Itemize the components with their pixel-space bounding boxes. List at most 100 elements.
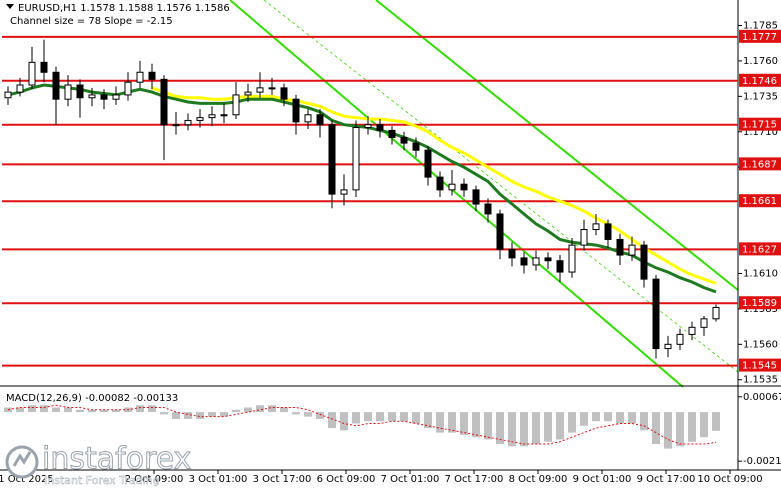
level-label: 1.1746 [742,76,777,87]
macd-bar [460,412,468,435]
macd-bar [568,412,576,433]
level-label-box [739,194,781,208]
x-tick-label: 7 Oct 01:00 [381,474,440,485]
macd-bar [184,412,192,419]
candle-body [340,189,348,195]
macd-bar [640,412,648,431]
x-tick-label: 9 Oct 17:00 [637,474,696,485]
candle-body [220,114,228,117]
candle-body [292,98,300,123]
chart-title: EURUSD,H1 1.1578 1.1588 1.1576 1.1586 [18,3,230,14]
candle-body [556,260,564,273]
level-label: 1.1627 [742,244,777,255]
macd-bar [508,412,516,447]
candle-body [16,84,24,93]
candle-body [472,189,480,205]
macd-bar [76,409,84,413]
candle-body [508,248,516,259]
macd-bar [256,405,264,413]
candle-body [448,183,456,191]
candle-body [148,71,156,80]
candle-body [424,149,432,178]
level-label-box [739,73,781,87]
y-tick-label: 1.1610 [743,268,778,279]
candle-body [412,142,420,151]
candle-body [640,244,648,280]
candle-body [172,124,180,127]
macd-bar [580,412,588,426]
candle-body [376,124,384,131]
macd-bar [172,412,180,419]
level-label: 1.1545 [742,361,777,372]
candle-body [328,124,336,195]
symbol-arrow [6,4,14,9]
macd-bar [700,412,708,438]
macd-bar [484,412,492,440]
macd-bar [436,412,444,433]
macd-bar [400,412,408,422]
macd-bar [556,412,564,440]
candle-body [652,278,660,350]
macd-tick-label: 0.00067 [743,392,781,403]
candle-body [676,333,684,345]
macd-bar [304,412,312,417]
x-tick-label: 8 Oct 09:00 [509,474,568,485]
main-panel [229,0,739,388]
candle-body [208,114,216,119]
macd-bar [676,412,684,447]
candle-body [28,61,36,86]
macd-bar [88,409,96,413]
macd-signal [7,404,717,445]
candle-body [388,129,396,138]
candle-body [352,127,360,191]
candle-body [112,94,120,100]
candle-body [580,229,588,246]
level-label: 1.1589 [742,298,777,309]
candle-body [688,326,696,335]
macd-bar [28,405,36,413]
candle-body [712,306,720,320]
candle-body [136,71,144,83]
moving-average [151,86,717,285]
level-label: 1.1715 [742,120,777,131]
candle-body [484,203,492,215]
x-tick-label: 1 Oct 2025 [0,474,54,485]
level-label: 1.1777 [742,32,777,43]
level-label-box [739,117,781,131]
macd-bar [364,412,372,422]
macd-bar [316,412,324,419]
macd-bar [244,407,252,413]
logo-mark [12,451,32,467]
macd-bar [424,412,432,429]
chart-subtitle: Channel size = 78 Slope = -2.15 [10,16,173,27]
macd-bar [352,412,360,424]
y-tick-label: 1.1760 [743,56,778,67]
level-label-box [739,157,781,171]
x-tick-label: 7 Oct 17:00 [445,474,504,485]
macd-bar [592,412,600,422]
y-tick-label: 1.1560 [743,339,778,350]
macd-bar [136,405,144,413]
macd-bar [388,412,396,422]
candle-body [436,176,444,191]
channel-upper [375,0,739,291]
x-tick-label: 3 Oct 01:00 [189,474,248,485]
watermark-tagline: Instant Forex Trading [44,474,160,487]
macd-bar [664,412,672,449]
candle-body [604,223,612,240]
candle-body [316,114,324,126]
macd-bar [220,412,228,417]
candle-body [160,78,168,126]
candle-body [532,257,540,266]
macd-bar [64,407,72,413]
x-tick-label: 9 Oct 01:00 [573,474,632,485]
macd-bar [340,412,348,431]
level-label-box [739,29,781,43]
candle-body [304,114,312,123]
candle-body [64,84,72,100]
candle-body [4,91,12,99]
logo-ring [5,445,39,479]
macd-bar [100,409,108,413]
candle-body [628,244,636,256]
